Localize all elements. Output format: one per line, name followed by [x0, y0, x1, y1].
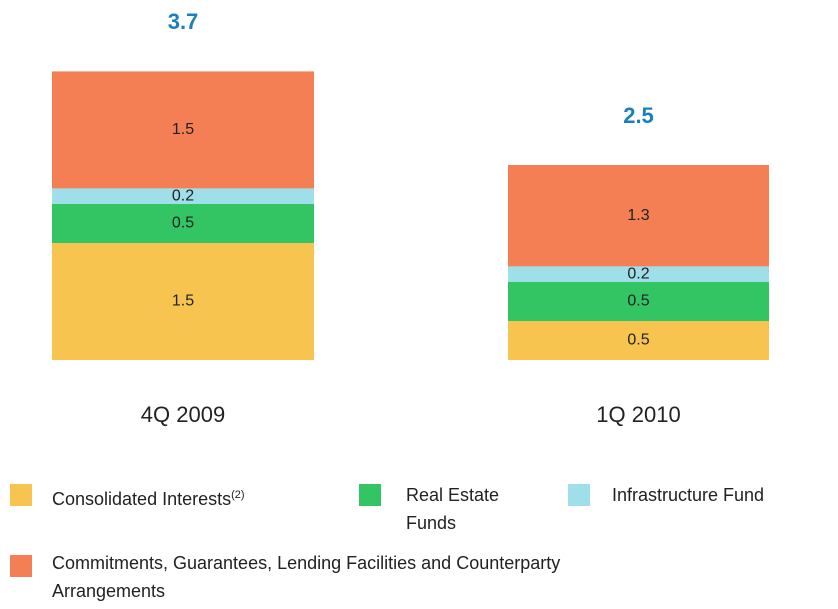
bar-segment	[52, 71, 314, 189]
bar-segment	[52, 243, 314, 360]
total-label: 2.5	[623, 103, 654, 128]
legend-label: Commitments, Guarantees, Lending Facilit…	[52, 549, 652, 605]
segment-label: 0.2	[172, 187, 194, 204]
segment-label: 0.5	[172, 215, 194, 232]
segment-label: 1.3	[627, 207, 649, 224]
segment-label: 1.5	[172, 293, 194, 310]
legend-text: Consolidated Interests	[52, 489, 232, 509]
bar-segment	[508, 266, 769, 282]
bar-segment	[52, 188, 314, 204]
total-label: 3.7	[168, 9, 199, 34]
legend-text: Infrastructure Fund	[612, 485, 765, 505]
legend-text: Commitments, Guarantees, Lending Facilit…	[52, 553, 561, 601]
legend-label: Real Estate Funds	[406, 481, 546, 537]
segment-label: 0.2	[627, 265, 649, 282]
x-tick-label: 4Q 2009	[141, 402, 225, 427]
legend-label: Consolidated Interests(2)	[52, 481, 352, 513]
legend-text: Real Estate Funds	[406, 485, 500, 533]
legend-note: (2)	[231, 489, 245, 501]
x-tick-label: 1Q 2010	[596, 402, 680, 427]
segment-label: 1.5	[172, 121, 194, 138]
legend-swatch	[359, 484, 381, 506]
legend-label: Infrastructure Fund	[612, 481, 838, 509]
bar-segment	[52, 204, 314, 243]
legend-swatch	[10, 484, 32, 506]
bar-segment	[508, 282, 769, 321]
bar-segment	[508, 165, 769, 267]
legend-swatch	[568, 484, 590, 506]
segment-label: 0.5	[627, 332, 649, 349]
segment-label: 0.5	[627, 293, 649, 310]
bar-segment	[508, 321, 769, 360]
legend-swatch	[10, 555, 32, 577]
